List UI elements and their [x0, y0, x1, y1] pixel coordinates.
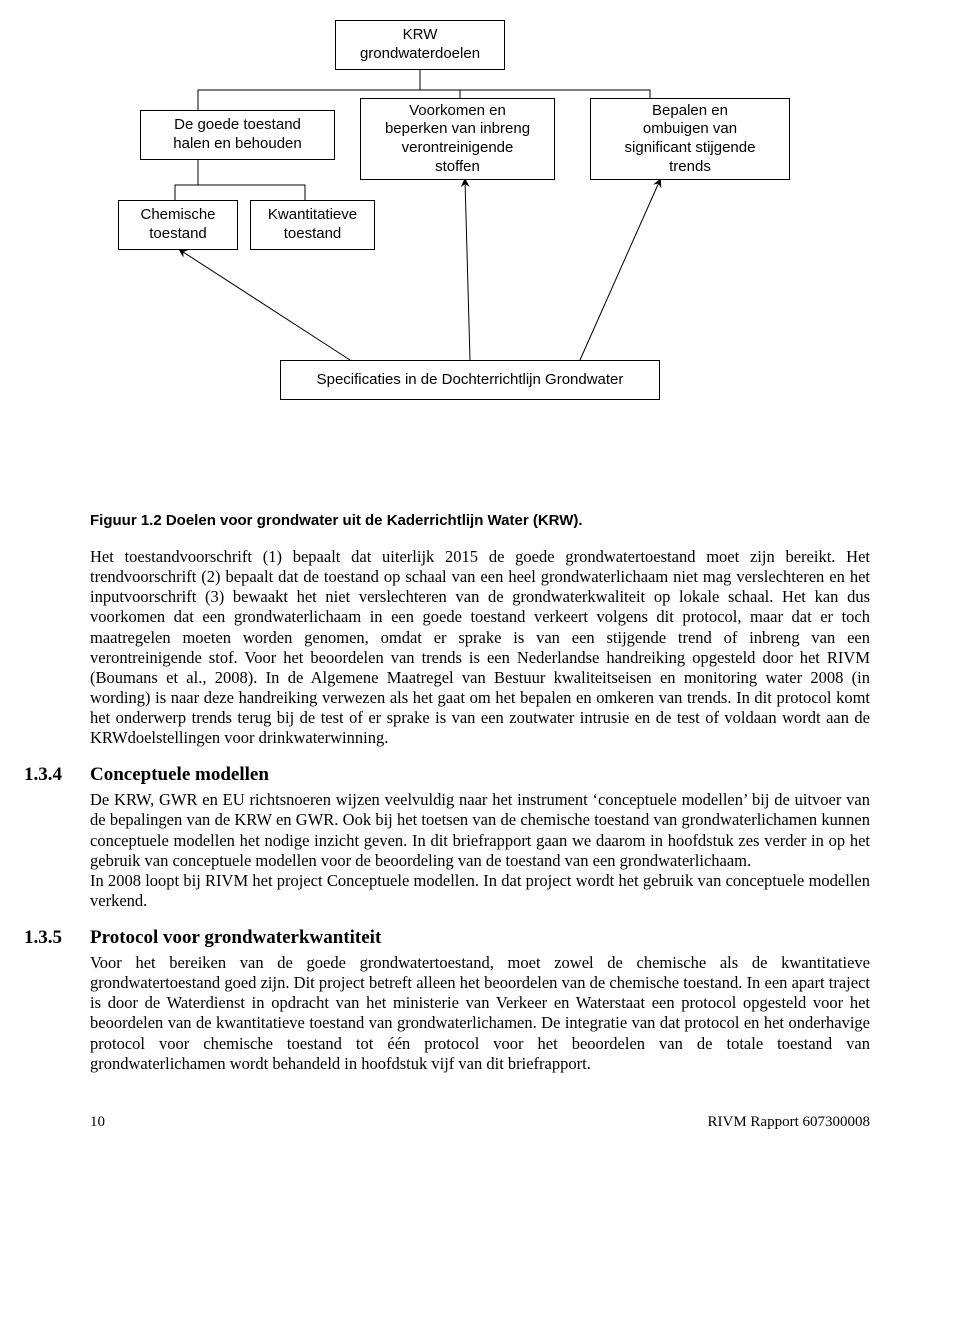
- section-title: Conceptuele modellen: [90, 764, 269, 786]
- diagram-node-kwant: Kwantitatievetoestand: [250, 200, 375, 250]
- section-heading-134: 1.3.4 Conceptuele modellen: [90, 764, 870, 786]
- diagram-connectors: [90, 20, 870, 500]
- diagram-node-bepal: Bepalen enombuigen vansignificant stijge…: [590, 98, 790, 180]
- page-number: 10: [90, 1114, 105, 1131]
- page-footer: 10 RIVM Rapport 607300008: [90, 1114, 870, 1131]
- diagram-node-goede: De goede toestandhalen en behouden: [140, 110, 335, 160]
- section-number: 1.3.4: [24, 764, 90, 786]
- page: KRWgrondwaterdoelenDe goede toestandhale…: [0, 0, 960, 1161]
- diagram-node-chem: Chemischetoestand: [118, 200, 238, 250]
- document-ref: RIVM Rapport 607300008: [708, 1114, 871, 1131]
- section-heading-135: 1.3.5 Protocol voor grondwaterkwantiteit: [90, 927, 870, 949]
- section-title: Protocol voor grondwaterkwantiteit: [90, 927, 381, 949]
- section-number: 1.3.5: [24, 927, 90, 949]
- figure-caption: Figuur 1.2 Doelen voor grondwater uit de…: [90, 512, 870, 529]
- krw-diagram: KRWgrondwaterdoelenDe goede toestandhale…: [90, 20, 870, 500]
- paragraph-main: Het toestandvoorschrift (1) bepaalt dat …: [90, 547, 870, 748]
- diagram-node-root: KRWgrondwaterdoelen: [335, 20, 505, 70]
- diagram-node-spec: Specificaties in de Dochterrichtlijn Gro…: [280, 360, 660, 400]
- diagram-node-voork: Voorkomen enbeperken van inbrengverontre…: [360, 98, 555, 180]
- section-body-135: Voor het bereiken van de goede grondwate…: [90, 953, 870, 1074]
- section-body-134: De KRW, GWR en EU richtsnoeren wijzen ve…: [90, 790, 870, 911]
